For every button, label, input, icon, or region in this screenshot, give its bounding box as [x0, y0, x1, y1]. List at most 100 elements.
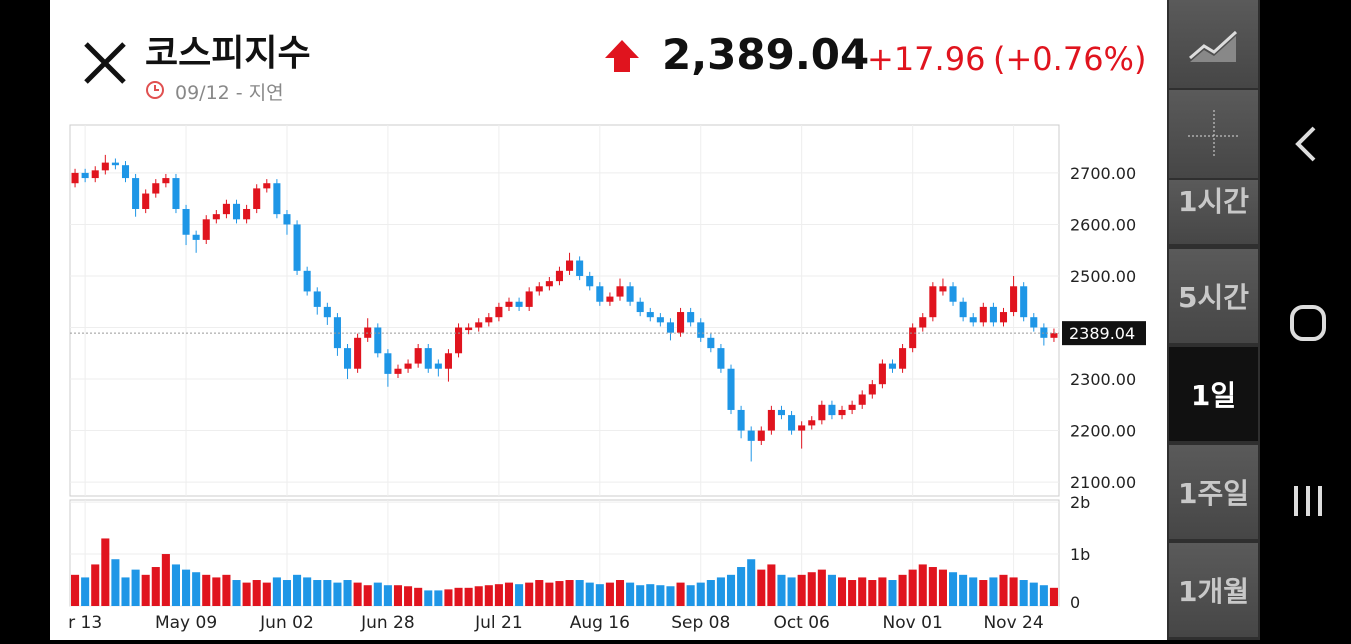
volume-bar	[212, 577, 221, 606]
volume-bar	[575, 580, 584, 606]
volume-bar	[1049, 587, 1058, 606]
candle-body	[566, 260, 574, 271]
candle-body	[828, 404, 836, 416]
volume-bar	[1009, 577, 1018, 606]
candle-body	[81, 172, 89, 179]
volume-bar	[393, 585, 403, 606]
chart-type-button[interactable]	[1169, 0, 1258, 88]
home[interactable]	[1290, 305, 1326, 341]
volume-bar	[474, 586, 483, 606]
period-button[interactable]: 1시간	[1169, 180, 1258, 244]
volume-bar	[71, 574, 80, 606]
crosshair-button[interactable]	[1169, 90, 1258, 178]
candle-body	[202, 219, 210, 240]
candle-body	[293, 224, 301, 271]
volume-bar	[817, 569, 826, 606]
recent[interactable]	[1294, 486, 1322, 516]
candle-body	[111, 162, 119, 166]
x-tick-label: Oct 06	[773, 613, 829, 633]
title: 코스피지수	[145, 33, 311, 74]
candle-body	[152, 183, 160, 194]
candle-body	[747, 430, 755, 441]
candle-body	[677, 312, 685, 333]
y-tick-label: 2700.00	[1070, 164, 1136, 183]
volume-bar	[868, 580, 877, 606]
volume-bar	[646, 584, 655, 606]
x-tick-label: r 13	[68, 613, 102, 633]
volume-bar	[807, 572, 816, 606]
chart: 2700.002600.002500.002400.002300.002200.…	[68, 124, 1146, 633]
candle-body	[283, 214, 291, 225]
candle-body	[818, 404, 826, 421]
volume-bar	[837, 577, 847, 606]
y-tick-label: 2200.00	[1070, 422, 1136, 441]
candle-body	[384, 353, 392, 374]
x-tick-label: Jun 02	[259, 613, 314, 633]
volume-bar	[282, 580, 292, 606]
candle-body	[243, 208, 251, 220]
period-button[interactable]: 5시간	[1169, 249, 1258, 343]
volume-bar	[979, 580, 988, 606]
volume-bar	[908, 569, 917, 606]
volume-bar	[797, 574, 806, 606]
volume-bar	[454, 587, 463, 606]
candle-body	[687, 312, 695, 323]
volume-bar	[192, 572, 201, 606]
candle-body	[394, 368, 402, 374]
volume-bar	[918, 564, 927, 606]
x-tick-label: Sep 08	[671, 613, 730, 633]
volume-bar	[989, 577, 998, 606]
candle-body	[969, 317, 977, 323]
candle-body	[374, 327, 382, 354]
volume-bar	[141, 574, 150, 606]
y-tick-label: 2300.00	[1070, 370, 1136, 389]
volume-bar	[404, 586, 413, 606]
candle-body	[717, 348, 725, 369]
candle-body	[909, 327, 917, 349]
volume-tick-label: 2b	[1070, 493, 1090, 512]
candle-body	[798, 425, 806, 431]
candle-body	[142, 193, 150, 209]
close-button[interactable]	[82, 40, 128, 86]
y-tick-label: 2600.00	[1070, 215, 1136, 234]
back[interactable]	[1295, 126, 1316, 162]
last-price-label: 2389.04	[1069, 324, 1135, 343]
nav-icons	[1290, 126, 1326, 516]
candle-body	[182, 208, 190, 235]
period-button[interactable]: 1개월	[1169, 543, 1258, 637]
volume-bar	[848, 580, 857, 606]
volume-bar	[757, 569, 766, 606]
volume-bar	[948, 572, 958, 606]
candle-body	[162, 178, 170, 184]
candle-body	[939, 286, 947, 292]
period-button[interactable]: 1일	[1169, 347, 1258, 441]
date: 09/12 - 지연	[175, 82, 284, 104]
candle-body	[1010, 286, 1018, 313]
change: +17.96	[867, 40, 986, 78]
candle-body	[737, 409, 745, 431]
candle-body	[71, 172, 79, 184]
plot-frame	[69, 124, 1060, 497]
volume-bar	[504, 582, 514, 606]
period-bar: 1시간 5시간 1일 1주일 1개월	[1167, 0, 1260, 640]
nav-bar	[1260, 0, 1351, 640]
period-button[interactable]: 1주일	[1169, 445, 1258, 539]
candle-body	[545, 281, 553, 287]
volume-bar	[323, 580, 332, 606]
candle-body	[455, 327, 463, 354]
volume-bar	[151, 567, 160, 606]
candle-body	[404, 363, 412, 369]
candle-body	[192, 234, 200, 240]
candle-body	[848, 404, 856, 410]
candle-body	[354, 337, 362, 369]
candle-body	[424, 348, 432, 369]
candle-body	[596, 286, 604, 302]
volume-bar	[545, 582, 554, 606]
volume-bar	[363, 585, 372, 606]
volume-bar	[595, 584, 604, 606]
candle-body	[838, 409, 846, 416]
volume-bar	[565, 580, 574, 606]
candle-body	[959, 301, 967, 318]
candle-body	[616, 286, 624, 297]
candle-body	[444, 353, 452, 369]
